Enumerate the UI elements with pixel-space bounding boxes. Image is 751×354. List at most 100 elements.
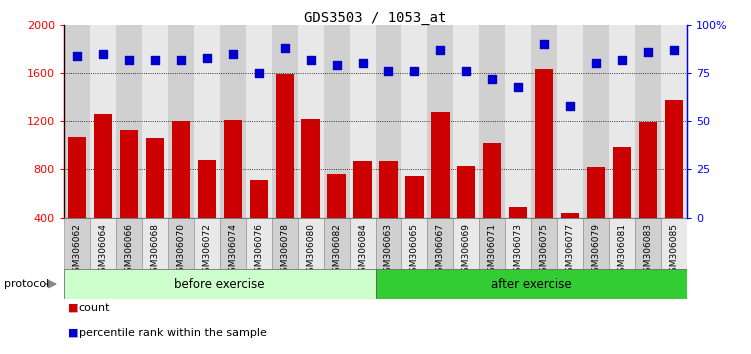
Bar	[661, 218, 687, 269]
Point	[590, 61, 602, 66]
Bar	[142, 25, 167, 218]
Bar	[327, 174, 345, 218]
Bar	[454, 25, 479, 218]
Bar	[224, 120, 242, 218]
Text: GSM306079: GSM306079	[592, 223, 601, 278]
Text: count: count	[79, 303, 110, 313]
Bar	[479, 25, 505, 218]
Bar	[194, 218, 220, 269]
Point	[409, 68, 421, 74]
Point	[487, 76, 499, 82]
Text: GSM306083: GSM306083	[644, 223, 653, 278]
Bar	[68, 137, 86, 218]
Text: protocol: protocol	[4, 279, 49, 289]
Bar	[584, 25, 609, 218]
Bar	[402, 25, 427, 218]
Bar	[639, 122, 657, 218]
Text: ■: ■	[68, 303, 78, 313]
Bar	[146, 138, 164, 218]
Text: GSM306070: GSM306070	[176, 223, 185, 278]
Bar	[609, 218, 635, 269]
Bar	[220, 218, 246, 269]
Bar	[64, 218, 90, 269]
Point	[305, 57, 317, 62]
Point	[175, 57, 187, 62]
Bar	[635, 218, 661, 269]
Bar	[272, 25, 297, 218]
Text: after exercise: after exercise	[491, 278, 572, 291]
Bar	[172, 121, 190, 218]
Point	[122, 57, 134, 62]
Bar	[454, 218, 479, 269]
Bar	[406, 176, 424, 218]
Bar	[64, 25, 90, 218]
Text: GSM306076: GSM306076	[254, 223, 263, 278]
Point	[382, 68, 394, 74]
Text: GSM306066: GSM306066	[124, 223, 133, 278]
Point	[227, 51, 239, 57]
Bar	[561, 213, 579, 218]
Point	[460, 68, 472, 74]
Bar	[167, 218, 194, 269]
Text: GSM306065: GSM306065	[410, 223, 419, 278]
Text: GSM306067: GSM306067	[436, 223, 445, 278]
Text: GSM306082: GSM306082	[332, 223, 341, 278]
Bar	[557, 25, 584, 218]
Text: GSM306072: GSM306072	[202, 223, 211, 278]
Text: percentile rank within the sample: percentile rank within the sample	[79, 328, 267, 338]
Bar	[379, 161, 397, 218]
Text: GSM306068: GSM306068	[150, 223, 159, 278]
Bar	[661, 25, 687, 218]
Text: GSM306069: GSM306069	[462, 223, 471, 278]
Text: GSM306084: GSM306084	[358, 223, 367, 278]
Bar	[505, 218, 532, 269]
Bar	[119, 130, 138, 218]
Point	[252, 70, 264, 76]
Bar	[431, 112, 450, 218]
Text: GSM306063: GSM306063	[384, 223, 393, 278]
Bar	[64, 269, 376, 299]
Bar	[402, 218, 427, 269]
Bar	[479, 218, 505, 269]
Point	[564, 103, 576, 109]
Bar	[609, 25, 635, 218]
Bar	[142, 218, 167, 269]
Bar	[116, 218, 142, 269]
Bar	[376, 269, 687, 299]
Point	[97, 51, 109, 57]
Bar	[198, 160, 216, 218]
Text: GSM306080: GSM306080	[306, 223, 315, 278]
Bar	[276, 74, 294, 218]
Text: GSM306062: GSM306062	[72, 223, 81, 278]
Bar	[532, 218, 557, 269]
Text: GSM306075: GSM306075	[540, 223, 549, 278]
Bar	[90, 218, 116, 269]
Text: GSM306071: GSM306071	[488, 223, 497, 278]
Bar	[194, 25, 220, 218]
Bar	[354, 161, 372, 218]
Bar	[457, 166, 475, 218]
Bar	[349, 218, 376, 269]
Point	[357, 61, 369, 66]
Text: GSM306078: GSM306078	[280, 223, 289, 278]
Point	[642, 49, 654, 55]
Point	[149, 57, 161, 62]
Text: GDS3503 / 1053_at: GDS3503 / 1053_at	[304, 11, 447, 25]
Text: GSM306064: GSM306064	[98, 223, 107, 278]
Bar	[272, 218, 297, 269]
Point	[668, 47, 680, 53]
Bar	[665, 99, 683, 218]
Bar	[249, 180, 267, 218]
Text: GSM306081: GSM306081	[618, 223, 627, 278]
Bar	[535, 69, 553, 218]
Bar	[220, 25, 246, 218]
Bar	[167, 25, 194, 218]
Bar	[297, 218, 324, 269]
Bar	[613, 147, 632, 218]
Bar	[90, 25, 116, 218]
Text: GSM306085: GSM306085	[670, 223, 679, 278]
Text: GSM306074: GSM306074	[228, 223, 237, 278]
Text: ■: ■	[68, 328, 78, 338]
Bar	[584, 218, 609, 269]
Bar	[94, 114, 112, 218]
